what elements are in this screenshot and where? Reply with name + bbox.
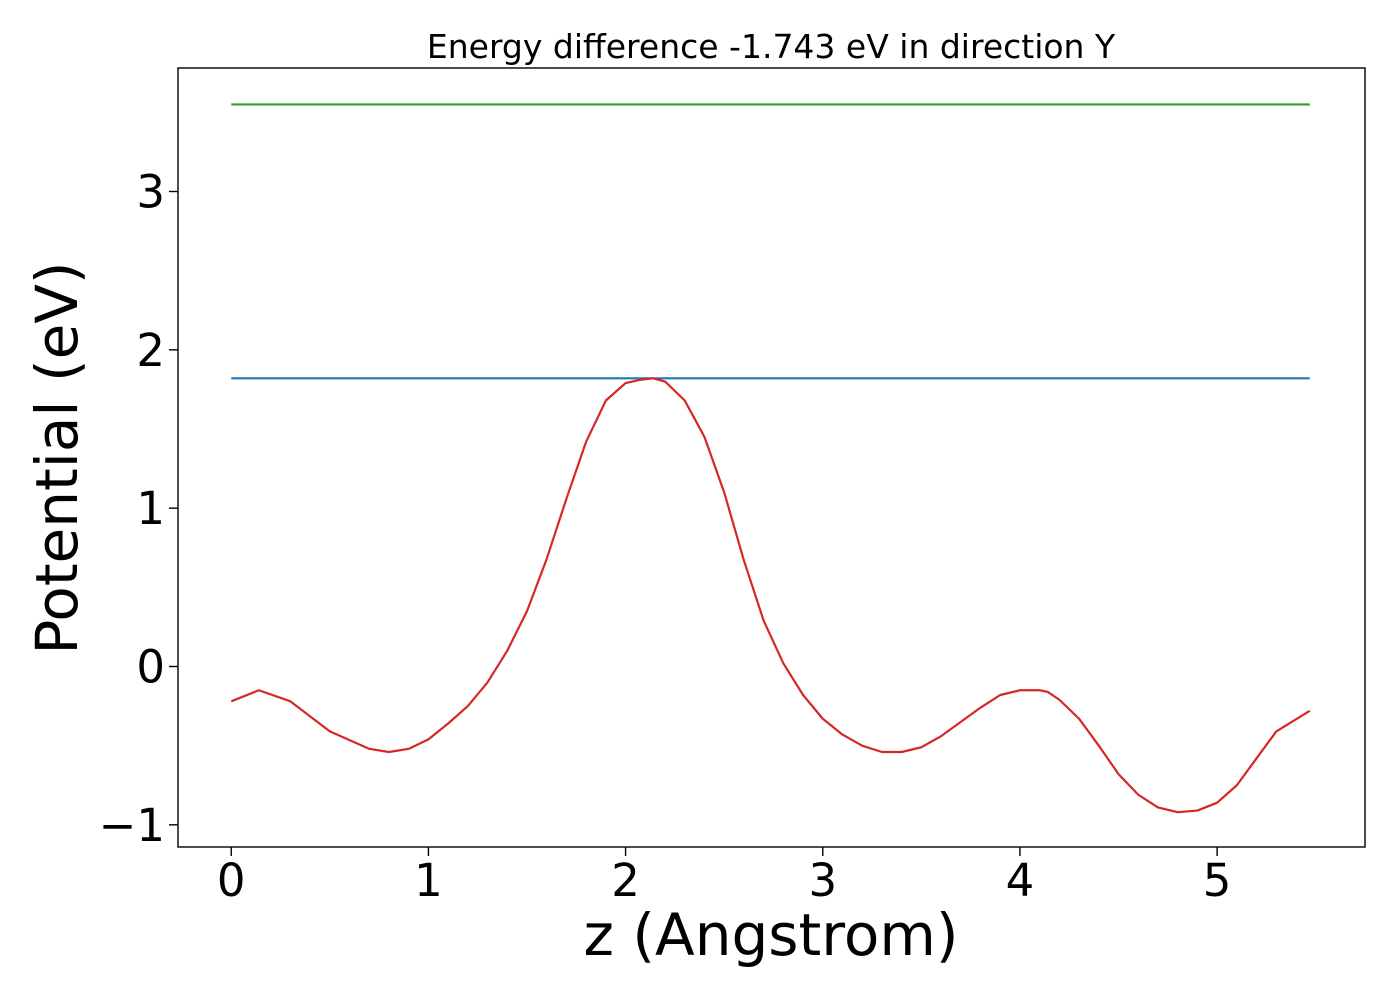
- x-axis-label: z (Angstrom): [584, 901, 959, 969]
- y-tick-label: −1: [99, 799, 165, 852]
- x-tick-label: 2: [611, 854, 640, 907]
- y-tick-label: 0: [136, 641, 165, 694]
- y-tick-label: 1: [136, 482, 165, 535]
- x-tick-label: 0: [217, 854, 246, 907]
- x-tick-label: 4: [1006, 854, 1035, 907]
- x-tick-label: 5: [1203, 854, 1232, 907]
- plot-background: [178, 68, 1365, 847]
- x-tick-label: 3: [808, 854, 837, 907]
- chart-title: Energy difference -1.743 eV in direction…: [427, 27, 1116, 66]
- y-tick-label: 2: [136, 324, 165, 377]
- series-line-2: [230, 377, 1311, 814]
- x-tick-label: 1: [414, 854, 443, 907]
- y-axis-label: Potential (eV): [23, 261, 91, 654]
- tick-layer: 0 1 2 3 4 5 −1 0 1 2 3: [99, 166, 1232, 908]
- series-layer: [230, 103, 1311, 814]
- plot-frame: [177, 67, 1366, 848]
- y-tick-label: 3: [136, 166, 165, 219]
